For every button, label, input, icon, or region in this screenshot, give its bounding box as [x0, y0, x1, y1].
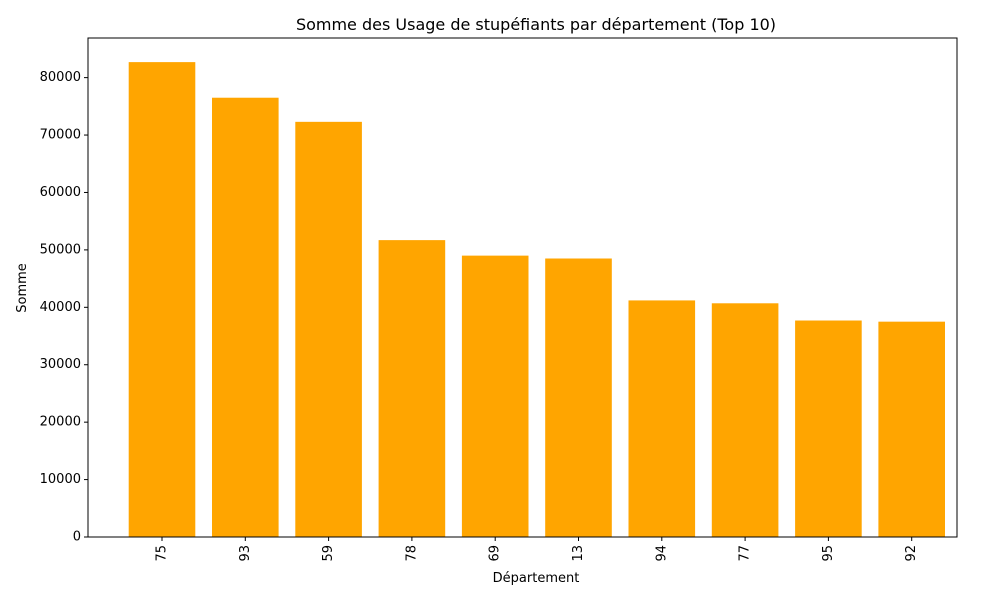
x-tick-label: 69: [488, 545, 503, 562]
x-tick-label: 78: [404, 545, 419, 562]
bar-93: [212, 97, 279, 538]
bar-75: [128, 62, 196, 538]
bar-95: [795, 320, 862, 537]
x-tick-label: 13: [571, 545, 586, 562]
bar-94: [628, 300, 696, 537]
x-tick-label: 59: [321, 545, 336, 562]
y-tick-label: 80000: [40, 70, 81, 85]
plot-frame: [87, 37, 958, 538]
bars-group: [128, 62, 945, 538]
x-tick-label: 92: [904, 545, 919, 562]
x-tick-label: 94: [654, 545, 669, 562]
bar-59: [295, 121, 362, 537]
x-tick-label: 93: [238, 545, 253, 562]
y-tick-label: 30000: [40, 357, 81, 372]
chart-title: Somme des Usage de stupéfiants par dépar…: [296, 15, 776, 34]
bar-77: [711, 303, 779, 537]
y-tick-label: 70000: [40, 128, 81, 143]
bar-78: [378, 240, 446, 537]
y-axis-ticks: 0 10000 20000 30000 40000 50000 60000 70000 8000…: [40, 70, 88, 545]
x-tick-label: 75: [155, 545, 170, 562]
y-tick-label: 40000: [40, 300, 81, 315]
x-axis-label: Département: [493, 571, 580, 586]
y-tick-label: 10000: [40, 472, 81, 487]
bar-69: [461, 255, 529, 537]
y-tick-label: 20000: [40, 415, 81, 430]
x-axis-ticks: 75 93 59 78 69 13 94 77 95 92: [155, 537, 919, 562]
y-tick-label: 0: [73, 530, 81, 545]
x-tick-label: 77: [738, 545, 753, 562]
y-tick-label: 50000: [40, 242, 81, 257]
bar-13: [545, 258, 612, 537]
x-tick-label: 95: [821, 545, 836, 562]
y-axis-label: Somme: [15, 263, 30, 313]
bar-92: [878, 321, 945, 537]
y-tick-label: 60000: [40, 185, 81, 200]
